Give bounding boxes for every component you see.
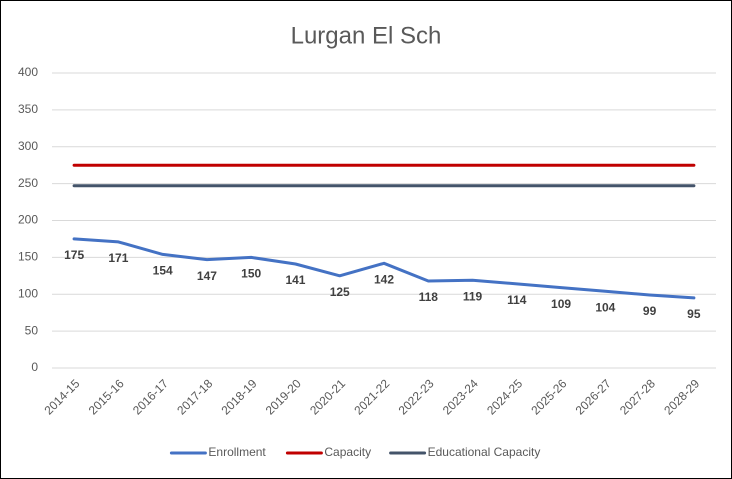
y-tick-label: 300: [18, 139, 38, 153]
data-label: 95: [687, 307, 701, 321]
legend-label: Capacity: [324, 445, 371, 459]
data-label: 171: [108, 251, 128, 265]
data-label: 175: [64, 248, 84, 262]
data-label: 99: [643, 304, 657, 318]
data-label: 141: [285, 273, 305, 287]
data-label: 104: [595, 300, 615, 314]
y-tick-label: 350: [18, 102, 38, 116]
data-label: 154: [153, 264, 173, 278]
chart-title: Lurgan El Sch: [291, 22, 442, 49]
y-tick-label: 400: [18, 65, 38, 79]
data-label: 125: [330, 285, 350, 299]
y-tick-label: 50: [25, 323, 39, 337]
data-label: 150: [241, 267, 261, 281]
y-tick-label: 250: [18, 176, 38, 190]
data-label: 109: [551, 297, 571, 311]
data-label: 142: [374, 272, 394, 286]
legend-label: Enrollment: [208, 445, 266, 459]
y-tick-label: 150: [18, 250, 38, 264]
series-line: [72, 237, 696, 300]
data-label: 119: [463, 289, 483, 303]
legend-label: Educational Capacity: [428, 445, 541, 459]
data-label: 147: [197, 269, 217, 283]
data-label: 114: [507, 293, 527, 307]
y-tick-label: 0: [31, 360, 38, 374]
y-tick-label: 200: [18, 213, 38, 227]
y-tick-label: 100: [18, 286, 38, 300]
data-label: 118: [419, 290, 439, 304]
